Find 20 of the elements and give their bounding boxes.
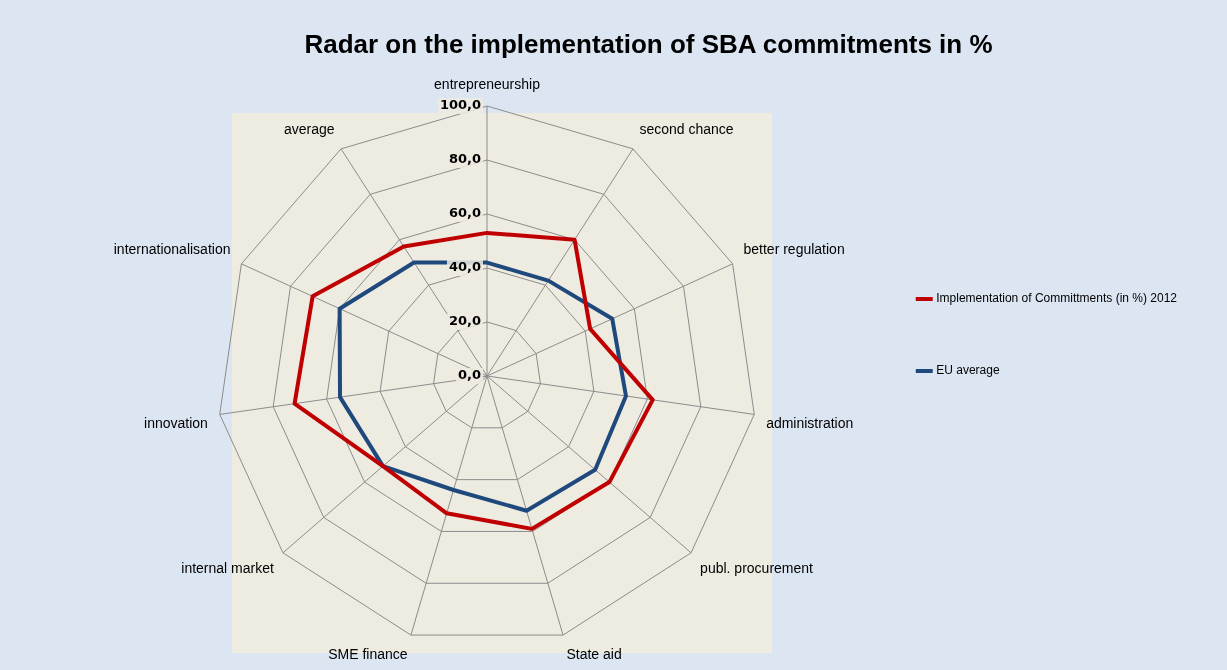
spoke-label: innovation xyxy=(144,415,208,432)
spoke-label: State aid xyxy=(566,645,622,662)
chart-title: Radar on the implementation of SBA commitments in % xyxy=(304,28,993,59)
spoke-label: SME finance xyxy=(328,645,408,662)
spoke-label: internal market xyxy=(181,559,274,576)
legend-label: EU average xyxy=(936,363,1000,378)
spoke-label: internationalisation xyxy=(113,241,231,258)
y-tick-label: 40,0 xyxy=(448,259,481,275)
y-tick-label: 20,0 xyxy=(448,313,481,329)
spoke-label: average xyxy=(283,121,335,138)
y-tick-label: 60,0 xyxy=(448,205,481,221)
spoke-label: better regulation xyxy=(743,241,845,258)
y-tick-label: 80,0 xyxy=(448,151,481,167)
y-tick-label: 0,0 xyxy=(457,367,481,383)
spoke-label: publ. procurement xyxy=(700,559,814,576)
spoke-label: administration xyxy=(766,415,854,432)
spoke-label: second chance xyxy=(639,121,734,138)
y-tick-label: 100,0 xyxy=(439,97,481,113)
legend-label: Implementation of Committments (in %) 2012 xyxy=(936,291,1178,306)
spoke-label: entrepreneurship xyxy=(434,76,541,93)
